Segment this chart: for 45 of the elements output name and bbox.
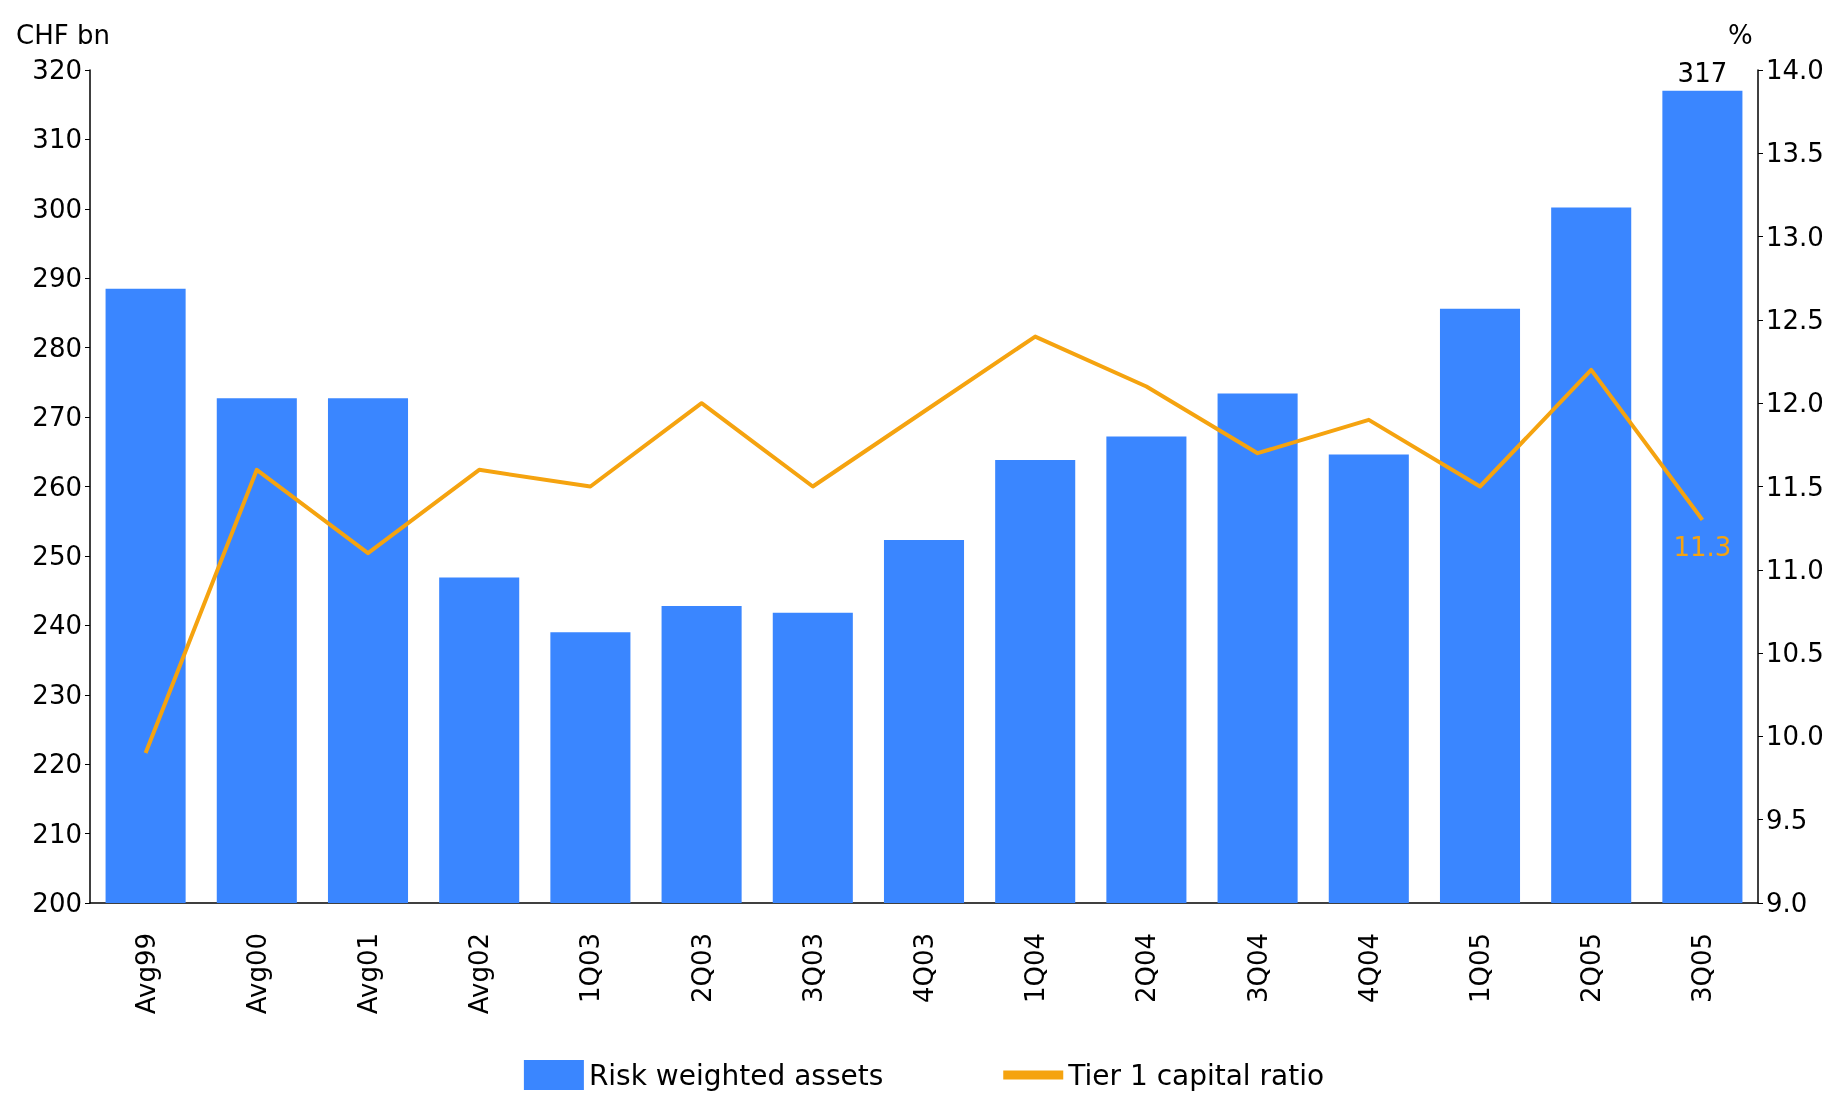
x-tick-label: 1Q05 — [1465, 933, 1495, 1004]
y-axis-title: CHF bn — [16, 20, 110, 50]
y-tick-label: 210 — [32, 818, 82, 849]
y-tick-label: 280 — [32, 332, 82, 363]
y-tick-label: 260 — [32, 471, 82, 502]
y-tick-label: 240 — [32, 610, 82, 641]
y2-tick-label: 10.5 — [1766, 638, 1824, 669]
y-tick-label: 300 — [32, 193, 82, 224]
y-tick-label: 230 — [32, 679, 82, 710]
y2-tick-label: 12.5 — [1766, 304, 1824, 335]
x-tick-label: 2Q03 — [686, 933, 717, 1004]
y2-tick-label: 9.0 — [1766, 888, 1808, 918]
x-tick-label: 1Q04 — [1020, 933, 1051, 1004]
x-tick-label: 3Q05 — [1687, 933, 1718, 1004]
data-label: 317 — [1677, 57, 1728, 88]
y2-tick-label: 13.5 — [1766, 138, 1824, 169]
y2-tick-label: 11.5 — [1766, 471, 1824, 502]
y2-tick-label: 10.0 — [1766, 721, 1824, 752]
y2-tick-label: 11.0 — [1766, 554, 1824, 585]
x-tick-label: Avg01 — [353, 933, 383, 1015]
x-tick-label: Avg02 — [464, 933, 495, 1015]
y-tick-label: 320 — [32, 55, 82, 85]
y-tick-label: 270 — [32, 402, 82, 433]
y-tick-label: 250 — [32, 540, 82, 571]
x-tick-label: Avg00 — [241, 933, 272, 1015]
x-tick-label: 2Q05 — [1576, 933, 1607, 1004]
x-tick-label: 3Q04 — [1242, 933, 1273, 1004]
x-tick-label: 4Q04 — [1353, 933, 1384, 1004]
x-tick-label: 4Q03 — [909, 933, 939, 1004]
y-tick-label: 220 — [32, 749, 82, 780]
y2-tick-label: 13.0 — [1766, 221, 1824, 252]
y2-axis-title: % — [1728, 20, 1753, 50]
y2-tick-label: 9.5 — [1766, 804, 1808, 835]
y-tick-label: 310 — [32, 124, 82, 155]
x-tick-label: 1Q03 — [575, 933, 606, 1004]
y2-tick-label: 14.0 — [1766, 55, 1824, 85]
x-tick-label: 2Q04 — [1131, 933, 1162, 1004]
legend-label: Tier 1 capital ratio — [1067, 1058, 1325, 1092]
y2-tick-label: 12.0 — [1766, 388, 1824, 419]
y-tick-label: 290 — [32, 263, 82, 294]
legend-label: Risk weighted assets — [588, 1058, 884, 1092]
x-tick-label: 3Q03 — [797, 933, 828, 1004]
data-label: 11.3 — [1673, 531, 1732, 562]
x-tick-label: Avg99 — [130, 933, 161, 1015]
y-tick-label: 200 — [32, 888, 82, 918]
